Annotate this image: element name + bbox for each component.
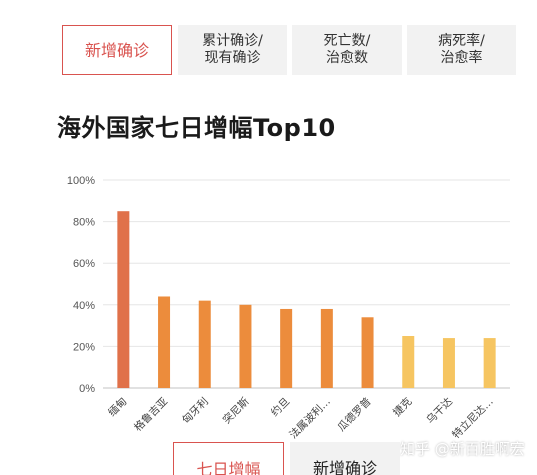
bottom-tab-new-confirmed[interactable]: 新增确诊 <box>290 442 400 475</box>
x-tick-label: 突尼斯 <box>220 395 252 427</box>
tab-fatality-recovery-rate[interactable]: 病死率/ 治愈率 <box>407 25 516 75</box>
x-tick-label: 乌干达 <box>424 395 456 427</box>
x-tick-label: 格鲁吉亚 <box>131 395 170 434</box>
x-tick-label: 法属波利… <box>287 395 333 441</box>
x-tick-label: 捷克 <box>390 395 414 419</box>
bar <box>483 338 496 388</box>
tab-new-confirmed[interactable]: 新增确诊 <box>62 25 172 75</box>
bars <box>117 211 496 388</box>
y-tick-label: 0% <box>79 383 95 395</box>
chart-title: 海外国家七日增幅Top10 <box>57 114 336 142</box>
y-tick-label: 100% <box>67 175 95 187</box>
tab-cumulative-current-confirmed[interactable]: 累计确诊/ 现有确诊 <box>178 25 287 75</box>
y-tick-label: 40% <box>73 300 95 312</box>
bar <box>402 336 415 388</box>
x-tick-label: 缅甸 <box>105 395 129 419</box>
y-tick-label: 60% <box>73 258 95 270</box>
x-tick-label: 瓜德罗普 <box>335 395 374 434</box>
x-tick-label: 匈牙利 <box>179 395 210 426</box>
bar <box>198 300 211 388</box>
y-axis-ticks: 0% 20% 40% 60% 80% 100% <box>67 175 95 395</box>
bar <box>442 338 455 388</box>
y-tick-label: 80% <box>73 217 95 229</box>
metric-tab-bar: 新增确诊 累计确诊/ 现有确诊 死亡数/ 治愈数 病死率/ 治愈率 <box>0 0 537 95</box>
watermark: 知乎 @新百胜啊宏 <box>400 438 525 459</box>
bottom-tab-bar: 七日增幅 新增确诊 <box>0 442 537 475</box>
grid-lines <box>103 179 510 389</box>
bar <box>280 308 293 388</box>
watermark-text: 知乎 @新百胜啊宏 <box>400 440 525 458</box>
x-tick-label: 约旦 <box>268 395 292 419</box>
tab-deaths-recovered[interactable]: 死亡数/ 治愈数 <box>292 25 402 75</box>
x-tick-label: 特立尼达… <box>449 395 495 441</box>
bar <box>117 211 130 388</box>
y-tick-label: 20% <box>73 341 95 353</box>
bottom-tab-seven-day-growth[interactable]: 七日增幅 <box>173 442 284 475</box>
bar <box>320 308 333 388</box>
bar <box>239 304 252 388</box>
bar <box>361 317 374 388</box>
bar <box>158 296 171 388</box>
